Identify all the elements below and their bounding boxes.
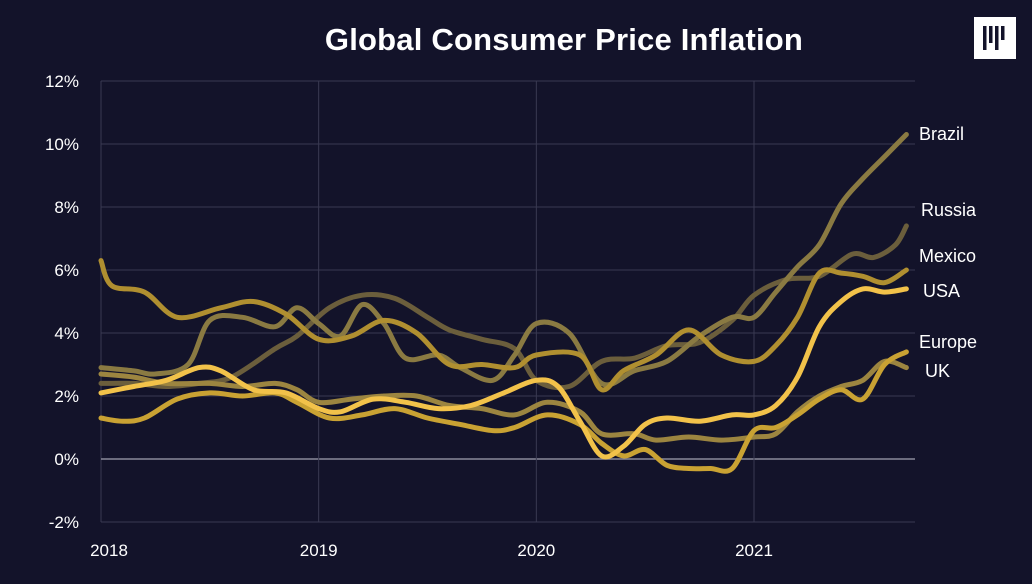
- y-tick-label: -2%: [49, 513, 79, 532]
- x-tick-label: 2019: [300, 541, 338, 560]
- y-tick-label: 12%: [45, 72, 79, 91]
- series-line-uk: [98, 358, 909, 443]
- y-tick-label: 6%: [54, 261, 79, 280]
- x-tick-label: 2021: [735, 541, 773, 560]
- x-tick-label: 2020: [517, 541, 555, 560]
- y-tick-label: 0%: [54, 450, 79, 469]
- series-label-europe: Europe: [919, 332, 977, 352]
- y-tick-label: 8%: [54, 198, 79, 217]
- x-tick-label: 2018: [90, 541, 128, 560]
- series-label-mexico: Mexico: [919, 246, 976, 266]
- bar-logo-icon: [974, 17, 1016, 59]
- y-tick-label: 4%: [54, 324, 79, 343]
- series-line-europe: [98, 349, 909, 474]
- y-axis-ticks: -2% 0% 2% 4% 6% 8% 10% 12%: [45, 72, 79, 532]
- series-labels: Brazil Russia Mexico USA Europe UK: [919, 124, 977, 381]
- series-line-brazil: [98, 132, 909, 388]
- series-label-russia: Russia: [921, 200, 977, 220]
- series-label-usa: USA: [923, 281, 960, 301]
- series-line-usa: [98, 286, 909, 460]
- y-tick-label: 10%: [45, 135, 79, 154]
- series-lines: [98, 132, 909, 474]
- series-line-mexico: [98, 258, 909, 393]
- chart-title: Global Consumer Price Inflation: [324, 22, 804, 57]
- series-label-brazil: Brazil: [919, 124, 964, 144]
- series-label-uk: UK: [925, 361, 950, 381]
- series-line-russia: [98, 223, 909, 391]
- x-axis-ticks: 2018 2019 2020 2021: [90, 541, 773, 560]
- y-tick-label: 2%: [54, 387, 79, 406]
- grid-lines: [100, 80, 915, 523]
